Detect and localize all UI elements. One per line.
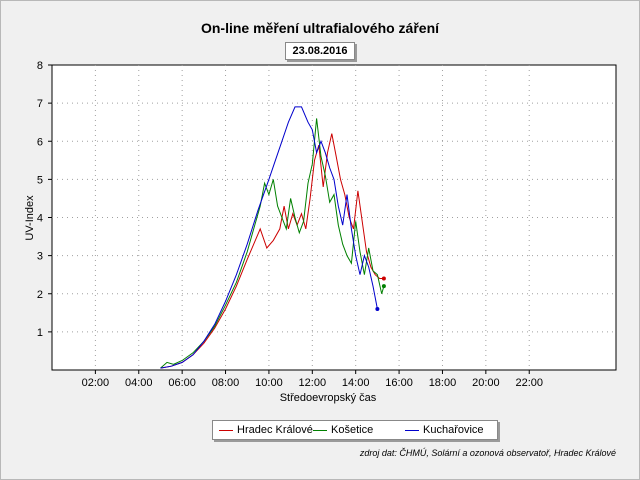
ticks: 02:00 04:00 06:00 08:00 10:00 12:00 14:00 16:00… (37, 60, 543, 389)
y-tick-label: 3 (37, 251, 43, 263)
series-end-point (381, 276, 386, 281)
x-tick-label: 12:00 (299, 377, 327, 389)
x-tick-label: 18:00 (429, 377, 457, 389)
plot-area (51, 64, 617, 371)
legend-line-icon (405, 429, 419, 431)
legend-label: Kuchařovice (423, 424, 484, 436)
x-tick-label: 10:00 (255, 377, 283, 389)
x-tick-label: 22:00 (515, 377, 543, 389)
legend-label: Hradec Králové (237, 424, 313, 436)
x-tick-label: 16:00 (385, 377, 413, 389)
series-end-point (375, 307, 380, 311)
x-tick-label: 06:00 (168, 377, 196, 389)
series-end-point (381, 284, 386, 289)
y-tick-label: 2 (37, 289, 43, 301)
legend: Hradec Králové Košetice Kuchařovice (212, 420, 498, 440)
legend-item-kosetice: Košetice (313, 423, 373, 437)
legend-item-hradec: Hradec Králové (219, 423, 313, 437)
x-axis-label: Středoevropský čas (280, 392, 377, 404)
y-tick-label: 7 (37, 98, 43, 110)
y-tick-label: 1 (37, 327, 43, 339)
x-tick-label: 02:00 (82, 377, 110, 389)
legend-line-icon (219, 429, 233, 431)
legend-label: Košetice (331, 424, 374, 436)
y-tick-label: 5 (37, 174, 43, 186)
source-note: zdroj dat: ČHMÚ, Solární a ozonová obser… (359, 448, 616, 458)
chart-title: On-line měření ultrafialového záření (200, 20, 440, 36)
series-group (160, 106, 386, 369)
y-axis-label: UV-Index (24, 195, 36, 241)
legend-line-icon (313, 429, 327, 431)
x-tick-label: 04:00 (125, 377, 153, 389)
legend-item-kucharovice: Kuchařovice (405, 423, 484, 437)
y-tick-label: 8 (37, 60, 43, 72)
y-tick-label: 6 (37, 136, 43, 148)
x-tick-label: 20:00 (472, 377, 500, 389)
x-tick-label: 14:00 (342, 377, 370, 389)
x-tick-label: 08:00 (212, 377, 240, 389)
series-line (160, 106, 378, 369)
series-line (160, 118, 385, 369)
y-tick-label: 4 (37, 213, 43, 225)
grid (52, 65, 616, 370)
chart-date: 23.08.2016 (285, 42, 355, 60)
